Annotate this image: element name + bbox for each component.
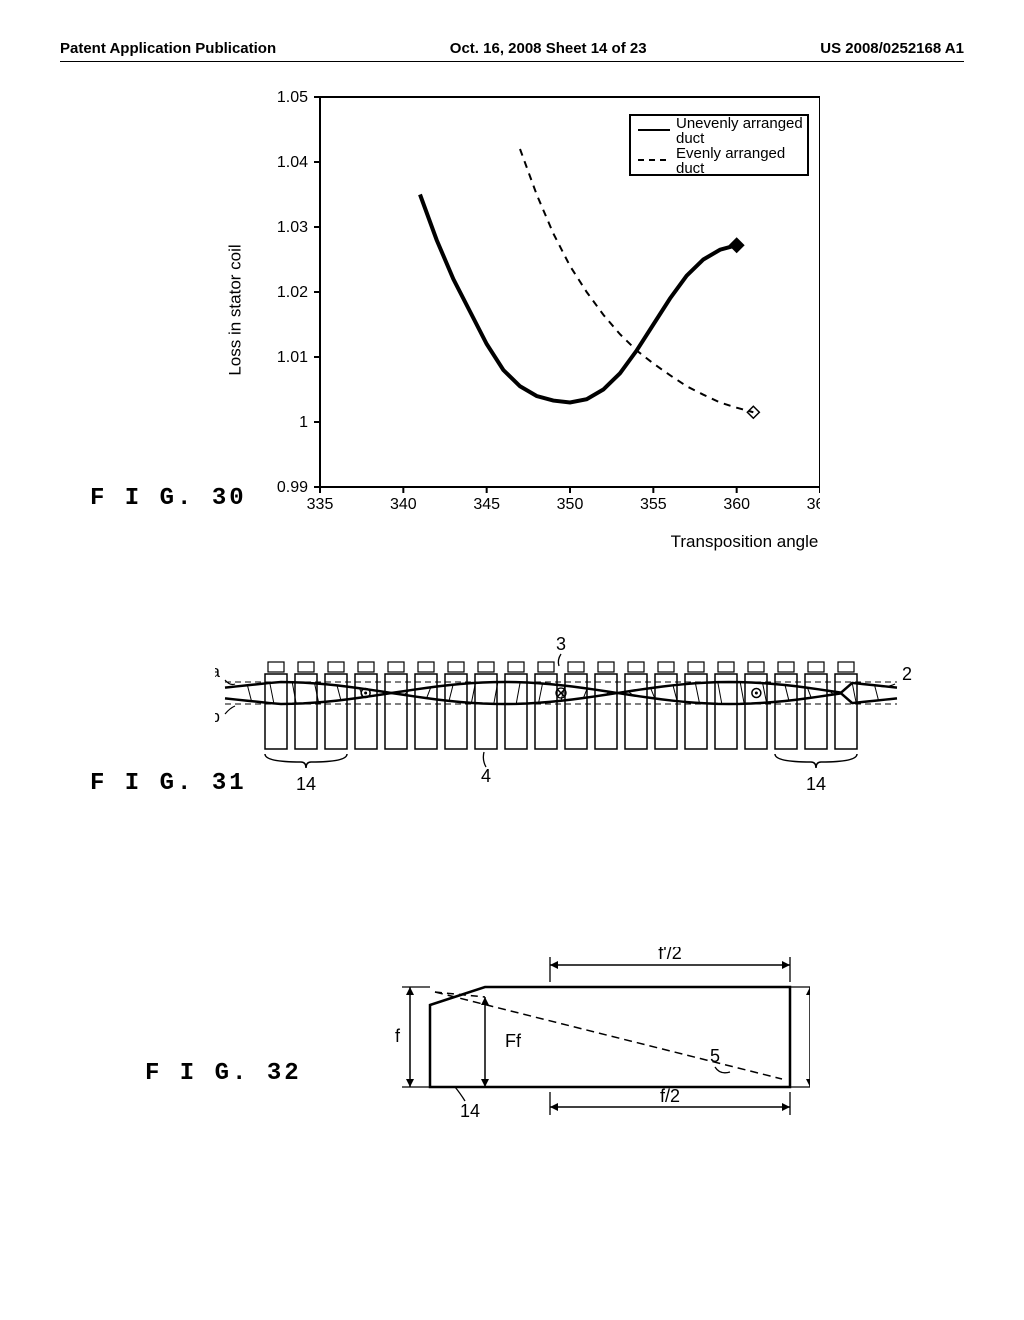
fig32-diagram: f'/2f/2fFfh514 [390, 947, 964, 1122]
svg-text:1.03: 1.03 [277, 219, 308, 236]
y-axis-label: Loss in stator coil [226, 244, 246, 375]
svg-text:3: 3 [556, 634, 566, 654]
svg-text:14: 14 [460, 1101, 480, 1117]
svg-text:5b: 5b [215, 707, 220, 726]
fig30-label: F I G. 30 [90, 485, 247, 512]
svg-text:Ff: Ff [505, 1031, 522, 1051]
svg-text:14: 14 [296, 774, 316, 794]
svg-text:1.05: 1.05 [277, 89, 308, 106]
svg-text:340: 340 [390, 496, 417, 513]
svg-text:335: 335 [307, 496, 334, 513]
svg-text:345: 345 [473, 496, 500, 513]
fig32-label: F I G. 32 [145, 1060, 302, 1087]
svg-text:1.01: 1.01 [277, 349, 308, 366]
svg-text:1.04: 1.04 [277, 154, 308, 171]
svg-text:355: 355 [640, 496, 667, 513]
svg-text:2: 2 [902, 664, 912, 684]
svg-text:0.99: 0.99 [277, 479, 308, 496]
svg-text:1: 1 [299, 414, 308, 431]
svg-text:5a: 5a [215, 662, 221, 681]
svg-text:f/2: f/2 [660, 1086, 680, 1106]
svg-text:1.02: 1.02 [277, 284, 308, 301]
fig30-chart: 0.99 1 1.01 1.02 1.03 1.04 1.05 335 340 345 350 355… [260, 87, 964, 552]
svg-text:f'/2: f'/2 [658, 947, 681, 963]
header-center: Oct. 16, 2008 Sheet 14 of 23 [450, 40, 647, 57]
svg-text:duct: duct [676, 160, 705, 177]
svg-text:f: f [395, 1026, 401, 1046]
svg-text:14: 14 [806, 774, 826, 794]
fig31-diagram: 3 5a 5b 2 4 14 14 [215, 632, 964, 837]
header-right: US 2008/0252168 A1 [820, 40, 964, 57]
svg-text:360: 360 [723, 496, 750, 513]
svg-text:365: 365 [807, 496, 820, 513]
x-axis-label: Transposition angle [525, 532, 964, 552]
svg-text:5: 5 [710, 1046, 720, 1066]
svg-text:350: 350 [557, 496, 584, 513]
header-left: Patent Application Publication [60, 40, 276, 57]
svg-text:4: 4 [481, 766, 491, 786]
